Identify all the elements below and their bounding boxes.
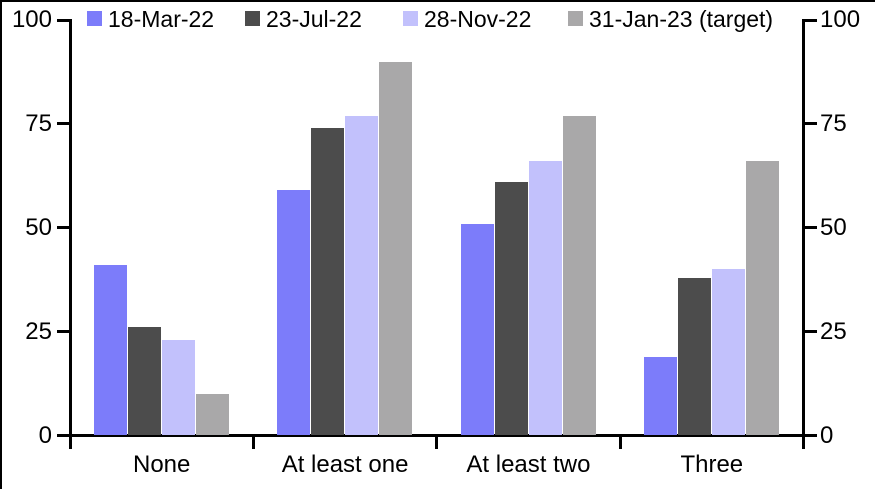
- y-tick-right-50: [805, 226, 817, 230]
- bar-18-Mar-22-At least one: [277, 190, 311, 436]
- bar-18-Mar-22-At least two: [460, 223, 494, 436]
- y-axis-label-left-100: 100: [11, 6, 52, 33]
- x-category-label-Three: Three: [680, 451, 744, 478]
- x-tick-3: [618, 435, 622, 449]
- y-axis-label-left-25: 25: [25, 317, 52, 345]
- y-tick-right-100: [805, 18, 817, 22]
- y-axis-label-left-0: 0: [38, 421, 52, 449]
- x-category-label-None: None: [133, 451, 191, 478]
- legend-swatch-icon: [568, 11, 583, 26]
- y-axis-label-left-75: 75: [25, 109, 52, 137]
- bar-28-Nov-22-Three: [712, 269, 746, 436]
- x-category-label-At least two: At least two: [466, 451, 591, 478]
- legend-label: 23-Jul-22: [266, 6, 362, 32]
- legend-label: 31-Jan-23 (target): [589, 6, 774, 32]
- bar-31-Jan-23 (target)-At least one: [379, 61, 413, 436]
- bar-23-Jul-22-None: [128, 327, 161, 436]
- legend-label: 28-Nov-22: [424, 6, 532, 32]
- x-tick-2: [435, 435, 439, 449]
- y-axis-label-right-100: 100: [820, 6, 861, 33]
- legend-swatch-icon: [403, 11, 418, 26]
- bar-31-Jan-23 (target)-At least two: [562, 115, 596, 436]
- y-axis-label-right-50: 50: [820, 213, 847, 241]
- y-tick-left-50: [56, 226, 69, 230]
- y-tick-right-25: [805, 330, 817, 334]
- y-axis-right: [802, 18, 805, 437]
- y-axis-label-left-50: 50: [25, 213, 52, 241]
- chart-border-top: [0, 0, 875, 2]
- y-tick-right-0: [805, 434, 817, 437]
- x-tick-1: [251, 435, 255, 449]
- y-axis-left: [68, 18, 72, 437]
- y-tick-right-75: [805, 122, 817, 126]
- y-tick-left-75: [56, 122, 69, 126]
- x-tick-0: [68, 435, 72, 449]
- bar-31-Jan-23 (target)-None: [196, 393, 229, 436]
- bar-18-Mar-22-None: [94, 265, 127, 436]
- y-tick-left-25: [56, 330, 69, 334]
- legend-swatch-icon: [245, 11, 260, 26]
- bar-28-Nov-22-At least one: [345, 115, 379, 436]
- legend: 18-Mar-22 23-Jul-22 28-Nov-22 31-Jan-23 (ta…: [0, 0, 875, 34]
- bar-23-Jul-22-Three: [678, 277, 712, 436]
- bar-28-Nov-22-At least two: [528, 161, 562, 436]
- bar-23-Jul-22-At least two: [494, 182, 528, 436]
- y-axis-label-right-25: 25: [820, 317, 847, 345]
- bar-28-Nov-22-None: [162, 339, 195, 436]
- chart-border-left: [0, 0, 2, 489]
- bar-31-Jan-23 (target)-Three: [746, 161, 780, 436]
- bar-18-Mar-22-Three: [644, 356, 678, 436]
- y-tick-left-0: [56, 434, 69, 437]
- legend-label: 18-Mar-22: [108, 6, 215, 32]
- legend-swatch-icon: [87, 11, 102, 26]
- y-axis-label-right-0: 0: [820, 421, 834, 449]
- bar-23-Jul-22-At least one: [311, 128, 345, 436]
- x-tick-4: [802, 435, 805, 449]
- x-category-label-At least one: At least one: [281, 451, 409, 478]
- y-tick-left-100: [56, 18, 69, 22]
- y-axis-label-right-75: 75: [820, 109, 847, 137]
